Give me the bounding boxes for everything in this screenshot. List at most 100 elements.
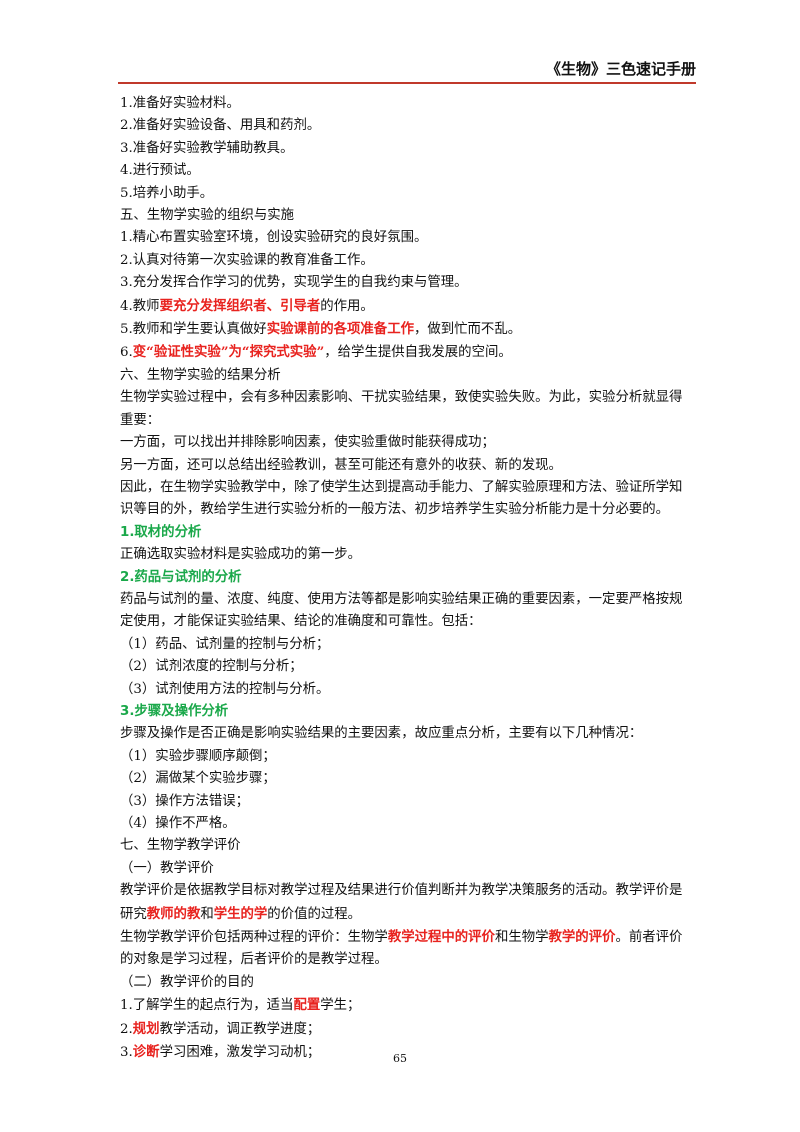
text-line: （2）漏做某个实验步骤； [120,768,685,790]
text-line: 4.进行预试。 [120,160,685,182]
body-text: 生物学教学评价包括两种过程的评价：生物学 [120,930,388,946]
text-line: 3.步骤及操作分析 [120,701,685,723]
body-text: 。前者评价的对象是学习过程，后者评价的是教学过程。 [120,930,683,968]
body-text: 和生物学 [494,930,549,946]
body-text: （1）实验步骤顺序颠倒； [120,748,276,764]
text-line: 步骤及操作是否正确是影响实验结果的主要因素，故应重点分析，主要有以下几种情况： [120,723,685,745]
body-text: 3.充分发挥合作学习的优势，实现学生的自我约束与管理。 [120,275,468,291]
text-line: 3.充分发挥合作学习的优势，实现学生的自我约束与管理。 [120,272,685,294]
body-text: 六、生物学实验的结果分析 [120,367,281,383]
text-line: 1.准备好实验材料。 [120,93,685,115]
text-line: 六、生物学实验的结果分析 [120,365,685,387]
body-text: 5.培养小助手。 [120,185,214,201]
highlight-text: 变“验证性实验”为“探究式实验” [132,344,325,361]
body-text: （4）操作不严格。 [120,816,236,831]
section-heading: 1.取材的分析 [120,524,202,540]
text-line: 3.准备好实验教学辅助教具。 [120,138,685,160]
text-line: 因此，在生物学实验教学中，除了使学生达到提高动手能力、了解实验原理和方法、验证所… [120,477,685,522]
text-line: 正确选取实验材料是实验成功的第一步。 [120,544,685,566]
text-line: 生物学教学评价包括两种过程的评价：生物学教学过程中的评价和生物学教学的评价。前者… [120,926,685,972]
text-line: 七、生物学教学评价 [120,835,685,857]
body-text: （3）操作方法错误； [120,793,250,809]
text-line: 6.变“验证性实验”为“探究式实验”，给学生提供自我发展的空间。 [120,341,685,364]
text-line: （3）试剂使用方法的控制与分析。 [120,679,685,701]
body-text: 和 [200,906,214,922]
body-text: 6. [120,345,133,361]
body-text: 学生； [320,998,361,1014]
body-text: 1.精心布置实验室环境，创设实验研究的良好氛围。 [120,230,428,246]
body-text: 七、生物学教学评价 [120,838,241,854]
highlight-text: 实验课前的各项准备工作 [266,321,414,338]
body-text: 2.认真对待第一次实验课的教育准备工作。 [120,252,374,268]
text-line: （1）药品、试剂量的控制与分析； [120,634,685,656]
body-text: 5.教师和学生要认真做好 [120,322,267,338]
body-text: （3）试剂使用方法的控制与分析。 [120,681,330,697]
body-text: 因此，在生物学实验教学中，除了使学生达到提高动手能力、了解实验原理和方法、验证所… [120,479,683,518]
body-text: 另一方面，还可以总结出经验教训，甚至可能还有意外的收获、新的发现。 [120,457,562,473]
text-line: 4.教师要充分发挥组织者、引导者的作用。 [120,295,685,318]
text-line: 2.药品与试剂的分析 [120,567,685,589]
text-line: （1）实验步骤顺序颠倒； [120,746,685,768]
body-text: 一方面，可以找出并排除影响因素，使实验重做时能获得成功； [120,435,495,451]
section-heading: 3.步骤及操作分析 [120,703,229,719]
highlight-text: 学生的学 [213,905,268,922]
text-line: （一）教学评价 [120,858,685,880]
body-text: 正确选取实验材料是实验成功的第一步。 [120,547,362,563]
text-line: 2.认真对待第一次实验课的教育准备工作。 [120,250,685,272]
text-line: 五、生物学实验的组织与实施 [120,205,685,227]
text-line: 一方面，可以找出并排除影响因素，使实验重做时能获得成功； [120,432,685,454]
body-text: 五、生物学实验的组织与实施 [120,208,295,224]
body-text: （1）药品、试剂量的控制与分析； [120,636,330,652]
text-line: 1.了解学生的起点行为，适当配置学生； [120,994,685,1017]
text-line: 5.教师和学生要认真做好实验课前的各项准备工作，做到忙而不乱。 [120,318,685,341]
section-heading: 2.药品与试剂的分析 [120,569,242,585]
body-text: （2）试剂浓度的控制与分析； [120,659,303,675]
body-text: （一）教学评价 [120,860,214,876]
text-line: （4）操作不严格。 [120,813,685,835]
text-line: 药品与试剂的量、浓度、纯度、使用方法等都是影响实验结果正确的重要因素，一定要严格… [120,589,685,634]
text-line: 5.培养小助手。 [120,183,685,205]
highlight-text: 教学的评价 [548,929,616,946]
body-text: ，做到忙而不乱。 [413,322,522,338]
text-line: 生物学实验过程中，会有多种因素影响、干扰实验结果，致使实验失败。为此，实验分析就… [120,387,685,432]
text-line: 1.精心布置实验室环境，创设实验研究的良好氛围。 [120,227,685,249]
body-text: 步骤及操作是否正确是影响实验结果的主要因素，故应重点分析，主要有以下几种情况： [120,726,643,742]
highlight-text: 教学过程中的评价 [387,929,495,946]
page-number: 65 [393,1052,407,1065]
body-text: 的价值的过程。 [267,906,362,922]
text-line: （二）教学评价的目的 [120,972,685,994]
text-line: 2.规划教学活动，调正教学进度； [120,1018,685,1041]
text-line: 1.取材的分析 [120,522,685,544]
body-text: 学习困难，激发学习动机； [159,1045,321,1061]
body-text: 1.了解学生的起点行为，适当 [120,998,294,1014]
highlight-text: 要充分发挥组织者、引导者 [159,297,321,314]
highlight-text: 配置 [293,997,321,1014]
highlight-text: 教师的教 [146,905,201,922]
body-text: 3.准备好实验教学辅助教具。 [120,140,294,156]
body-text: 药品与试剂的量、浓度、纯度、使用方法等都是影响实验结果正确的重要因素，一定要严格… [120,591,683,630]
text-line: 另一方面，还可以总结出经验教训，甚至可能还有意外的收获、新的发现。 [120,455,685,477]
body-text: ，给学生提供自我发展的空间。 [324,345,512,361]
highlight-text: 规划 [132,1020,160,1037]
body-text: 生物学实验过程中，会有多种因素影响、干扰实验结果，致使实验失败。为此，实验分析就… [120,390,683,428]
text-line: （2）试剂浓度的控制与分析； [120,656,685,678]
body-text: 的作用。 [320,298,374,314]
text-line: 教学评价是依据教学目标对教学过程及结果进行价值判断并为教学决策服务的活动。教学评… [120,880,685,926]
body-text: 2. [120,1021,133,1037]
body-text: 1.准备好实验材料。 [120,96,240,111]
text-line: 2.准备好实验设备、用具和药剂。 [120,115,685,137]
header-title: 《生物》三色速记手册 [545,60,696,78]
body-text: 教学评价是依据教学目标对教学过程及结果进行价值判断并为教学决策服务的活动。教学评… [120,883,683,922]
body-text: 教学活动，调正教学进度； [159,1021,321,1037]
text-line: （3）操作方法错误； [120,791,685,813]
body-text: 4.进行预试。 [120,163,200,179]
body-text: 3. [120,1045,133,1061]
highlight-text: 诊断 [132,1044,160,1061]
body-text: （二）教学评价的目的 [120,974,254,990]
header-divider [118,82,696,84]
body-text: 2.准备好实验设备、用具和药剂。 [120,118,321,134]
body-text: （2）漏做某个实验步骤； [120,771,276,787]
text-line: 3.诊断学习困难，激发学习动机； [120,1041,685,1064]
body-text: 4.教师 [120,298,160,314]
document-body: 1.准备好实验材料。 2.准备好实验设备、用具和药剂。 3.准备好实验教学辅助教具。… [120,93,685,1064]
